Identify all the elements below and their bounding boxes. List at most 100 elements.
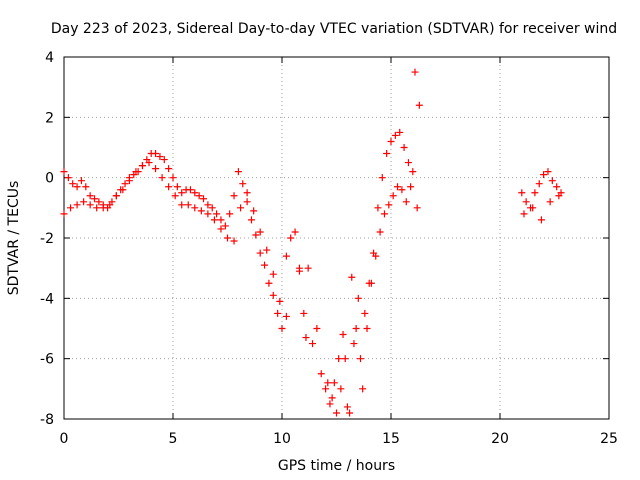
data-point bbox=[339, 331, 347, 339]
data-point bbox=[555, 192, 563, 200]
data-point bbox=[165, 183, 173, 191]
data-point bbox=[374, 204, 382, 212]
data-point bbox=[544, 168, 552, 176]
data-point bbox=[243, 189, 251, 197]
data-point bbox=[250, 207, 258, 215]
data-point bbox=[237, 204, 245, 212]
data-point bbox=[73, 183, 81, 191]
data-point bbox=[389, 192, 397, 200]
data-point bbox=[529, 204, 537, 212]
data-point bbox=[391, 131, 399, 139]
data-point bbox=[224, 234, 231, 242]
data-point bbox=[82, 183, 90, 191]
grid bbox=[64, 57, 609, 419]
data-point bbox=[372, 252, 380, 260]
y-tick-label: -8 bbox=[40, 412, 54, 428]
data-point bbox=[407, 183, 415, 191]
data-point bbox=[173, 183, 181, 191]
data-point bbox=[230, 237, 238, 245]
data-point bbox=[335, 355, 343, 363]
data-point bbox=[531, 189, 539, 197]
data-point bbox=[60, 210, 68, 218]
data-point bbox=[152, 150, 160, 158]
data-point bbox=[367, 279, 375, 287]
y-axis-label: SDTVAR / TECUs bbox=[6, 181, 22, 296]
data-point bbox=[356, 355, 364, 363]
data-point bbox=[221, 222, 229, 230]
y-tick-label: -2 bbox=[40, 231, 54, 247]
data-point bbox=[304, 264, 312, 272]
data-point bbox=[317, 370, 325, 378]
data-point bbox=[226, 210, 234, 218]
data-point bbox=[383, 150, 391, 158]
data-point bbox=[540, 171, 548, 179]
data-point bbox=[169, 174, 177, 182]
data-point bbox=[282, 252, 290, 260]
data-point bbox=[350, 340, 358, 348]
data-point bbox=[278, 325, 286, 332]
data-point bbox=[537, 216, 545, 224]
data-point bbox=[409, 168, 417, 176]
data-point bbox=[93, 204, 101, 212]
y-tick-label: 0 bbox=[45, 171, 54, 187]
data-point bbox=[535, 180, 543, 188]
data-point bbox=[287, 234, 295, 242]
data-point bbox=[256, 228, 264, 236]
data-point bbox=[274, 309, 282, 317]
data-point bbox=[256, 249, 264, 257]
data-point bbox=[282, 312, 290, 320]
data-point bbox=[200, 195, 208, 203]
data-point bbox=[178, 189, 186, 197]
data-point bbox=[363, 325, 371, 332]
data-point bbox=[553, 183, 561, 191]
data-point bbox=[378, 174, 386, 182]
x-axis-label: GPS time / hours bbox=[278, 458, 395, 474]
data-point bbox=[411, 68, 419, 76]
data-point bbox=[152, 165, 160, 173]
data-point bbox=[380, 210, 388, 218]
data-point bbox=[191, 189, 199, 197]
data-point bbox=[263, 246, 271, 254]
data-point bbox=[178, 201, 186, 209]
data-point bbox=[269, 291, 277, 299]
data-point bbox=[548, 177, 556, 185]
data-point bbox=[243, 198, 251, 206]
data-point bbox=[132, 168, 140, 176]
data-point bbox=[300, 309, 308, 317]
axis-ticks: 0 5 10 15 20 25 -8 -6 -4 -2 0 2 4 bbox=[40, 50, 618, 447]
data-point bbox=[186, 186, 194, 194]
data-point bbox=[106, 201, 114, 209]
data-point bbox=[546, 198, 554, 206]
data-point bbox=[309, 340, 317, 348]
data-point bbox=[276, 297, 284, 305]
x-tick-label: 0 bbox=[60, 431, 69, 447]
data-point bbox=[328, 394, 336, 402]
data-point bbox=[80, 198, 88, 206]
data-point bbox=[520, 210, 528, 218]
data-point bbox=[64, 174, 72, 182]
data-point bbox=[269, 270, 277, 278]
data-point bbox=[346, 409, 354, 417]
data-point bbox=[348, 273, 356, 281]
data-point bbox=[396, 128, 404, 136]
x-tick-label: 25 bbox=[600, 431, 618, 447]
data-point bbox=[326, 400, 334, 408]
data-point bbox=[156, 153, 164, 161]
y-tick-label: 4 bbox=[45, 50, 54, 66]
data-point bbox=[184, 201, 192, 209]
data-point bbox=[252, 231, 260, 239]
y-tick-label: 2 bbox=[45, 110, 54, 126]
data-point bbox=[322, 385, 330, 393]
data-point bbox=[415, 101, 423, 109]
data-point bbox=[99, 204, 107, 212]
data-point bbox=[324, 379, 332, 387]
data-point bbox=[518, 189, 526, 197]
data-point bbox=[333, 409, 340, 417]
data-point bbox=[197, 207, 205, 215]
data-point bbox=[352, 325, 360, 332]
data-point bbox=[213, 210, 221, 218]
data-point bbox=[402, 198, 410, 206]
data-point bbox=[398, 186, 406, 194]
data-point bbox=[522, 198, 530, 206]
x-tick-label: 10 bbox=[273, 431, 291, 447]
